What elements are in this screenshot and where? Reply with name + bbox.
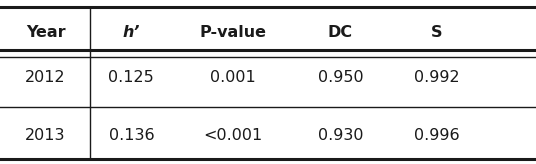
Text: 2013: 2013 [25,128,66,143]
Text: Year: Year [26,25,65,40]
Text: 0.930: 0.930 [318,128,363,143]
Text: S: S [431,25,443,40]
Text: <0.001: <0.001 [204,128,263,143]
Text: 0.001: 0.001 [210,70,256,85]
Text: h’: h’ [123,25,140,40]
Text: 0.996: 0.996 [414,128,460,143]
Text: 0.125: 0.125 [108,70,154,85]
Text: 0.950: 0.950 [317,70,363,85]
Text: P-value: P-value [199,25,266,40]
Text: DC: DC [328,25,353,40]
Text: 2012: 2012 [25,70,66,85]
Text: 0.136: 0.136 [108,128,154,143]
Text: 0.992: 0.992 [414,70,460,85]
